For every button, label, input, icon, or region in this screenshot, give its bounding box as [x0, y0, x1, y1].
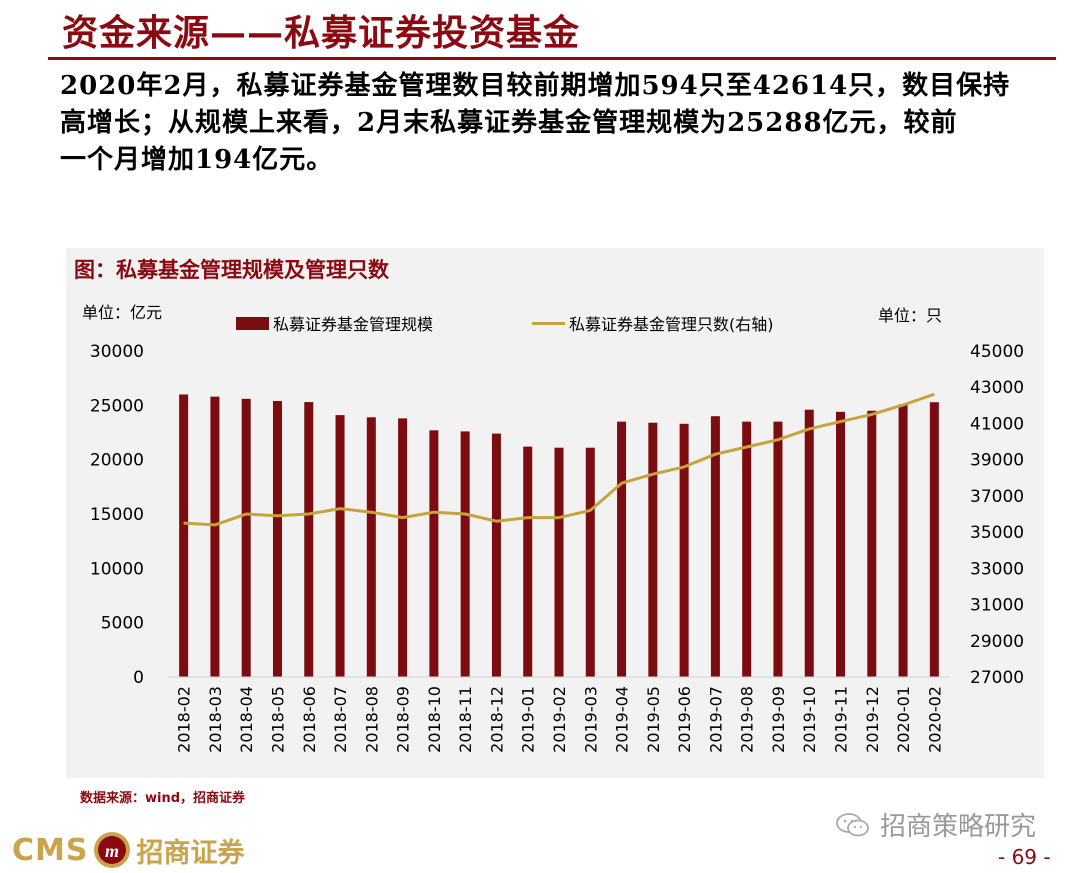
x-axis-tick-label: 2019-10: [800, 686, 819, 753]
bar: [585, 447, 595, 677]
x-axis-tick-label: 2018-12: [487, 686, 506, 753]
bar: [898, 404, 908, 677]
x-axis-tick-label: 2019-02: [550, 686, 569, 753]
legend-line-label: 私募证券基金管理只数(右轴): [569, 315, 774, 334]
company-logo: CMS m 招商证券: [12, 830, 244, 870]
page-number: - 69 -: [998, 845, 1051, 869]
left-axis-tick-label: 30000: [90, 342, 144, 362]
wechat-icon: [836, 812, 869, 836]
right-axis-tick-label: 27000: [970, 668, 1024, 688]
x-axis-tick-label: 2018-10: [425, 686, 444, 753]
x-axis-tick-label: 2018-08: [362, 686, 381, 753]
left-axis-tick-label: 10000: [90, 559, 144, 579]
x-axis-tick-label: 2020-01: [894, 686, 913, 753]
line-series: [183, 392, 935, 527]
bar: [179, 394, 189, 677]
bar: [648, 422, 658, 677]
legend-item-line: 私募证券基金管理只数(右轴): [532, 311, 774, 335]
bar: [523, 446, 533, 677]
bar: [210, 396, 220, 677]
x-axis-tick-label: 2019-01: [519, 686, 538, 753]
right-axis-tick-label: 43000: [970, 378, 1024, 398]
watermark-text: 招商策略研究: [880, 812, 1037, 842]
left-axis-tick-label: 0: [133, 668, 144, 688]
x-axis-tick-label: 2019-08: [738, 686, 757, 753]
legend-item-bar: 私募证券基金管理规模: [236, 311, 433, 335]
bar: [742, 421, 752, 677]
logo-cms-text: CMS: [12, 832, 89, 868]
title-divider: [48, 57, 1056, 60]
svg-text:m: m: [105, 841, 119, 861]
bar: [398, 418, 408, 677]
x-axis-tick-label: 2019-04: [613, 686, 632, 753]
left-axis-tick-label: 15000: [90, 505, 144, 525]
x-axis-tick-label: 2018-09: [394, 686, 413, 753]
x-axis-tick-label: 2018-05: [268, 686, 287, 753]
bar: [554, 447, 564, 677]
bar: [491, 433, 501, 677]
bar: [429, 430, 439, 677]
summary-line: 高增长；从规模上来看，2月末私募证券基金管理规模为25288亿元，较前: [60, 108, 958, 138]
x-axis-tick-label: 2019-05: [644, 686, 663, 753]
bar: [836, 411, 846, 677]
x-axis-tick-label: 2019-03: [581, 686, 600, 753]
right-axis-tick-label: 41000: [970, 414, 1024, 434]
right-axis-tick-label: 45000: [970, 342, 1024, 362]
bar: [679, 423, 689, 677]
legend-bar-label: 私募证券基金管理规模: [273, 315, 434, 334]
left-axis-tick-label: 25000: [90, 396, 144, 416]
bar: [804, 409, 814, 677]
summary-line: 2020年2月，私募证券基金管理数目较前期增加594只至42614只，数目保持: [60, 71, 1011, 101]
bar: [617, 421, 627, 677]
x-axis-tick-label: 2019-09: [769, 686, 788, 753]
bar: [867, 410, 877, 677]
legend-line-swatch: [532, 321, 565, 325]
right-axis-tick-label: 29000: [970, 632, 1024, 652]
legend-bar-swatch: [236, 316, 269, 330]
left-axis-tick-label: 5000: [101, 614, 144, 634]
x-axis-tick-label: 2018-04: [237, 686, 256, 753]
x-axis-tick-label: 2018-02: [175, 686, 194, 753]
summary-line: 一个月增加194亿元。: [60, 145, 334, 175]
right-axis-tick-label: 35000: [970, 523, 1024, 543]
figure-title: 图：私募基金管理规模及管理只数: [74, 258, 389, 282]
left-axis-tick-label: 20000: [90, 451, 144, 471]
x-axis-tick-label: 2019-12: [863, 686, 882, 753]
right-axis-tick-label: 37000: [970, 487, 1024, 507]
x-axis-tick-label: 2019-06: [675, 686, 694, 753]
x-axis-tick-label: 2020-02: [925, 686, 944, 753]
bar: [773, 421, 783, 677]
page-title: 资金来源——私募证券投资基金: [62, 12, 581, 54]
logo-emblem-icon: m: [94, 832, 131, 868]
watermark: 招商策略研究: [836, 806, 1036, 843]
bar: [366, 417, 376, 677]
summary-paragraph: 2020年2月，私募证券基金管理数目较前期增加594只至42614只，数目保持 …: [60, 68, 1060, 179]
bar: [460, 431, 470, 677]
x-axis-tick-label: 2019-11: [832, 686, 851, 753]
left-axis-unit: 单位：亿元: [82, 303, 163, 322]
bar: [241, 398, 251, 677]
bar: [335, 415, 345, 677]
x-axis-tick-label: 2019-07: [706, 686, 725, 753]
data-source: 数据来源：wind，招商证券: [80, 791, 246, 806]
logo-cn-text: 招商证券: [136, 837, 245, 869]
right-axis-tick-label: 33000: [970, 559, 1024, 579]
x-axis-tick-label: 2018-03: [206, 686, 225, 753]
x-axis-tick-label: 2018-07: [331, 686, 350, 753]
bar: [929, 402, 939, 677]
bar: [272, 400, 282, 677]
right-axis-unit: 单位：只: [878, 306, 943, 325]
right-axis-tick-label: 31000: [970, 596, 1024, 616]
right-axis-tick-label: 39000: [970, 451, 1024, 471]
bar: [710, 416, 720, 677]
x-axis-tick-label: 2018-06: [300, 686, 319, 753]
x-axis-tick-label: 2018-11: [456, 686, 475, 753]
bar: [304, 402, 314, 677]
